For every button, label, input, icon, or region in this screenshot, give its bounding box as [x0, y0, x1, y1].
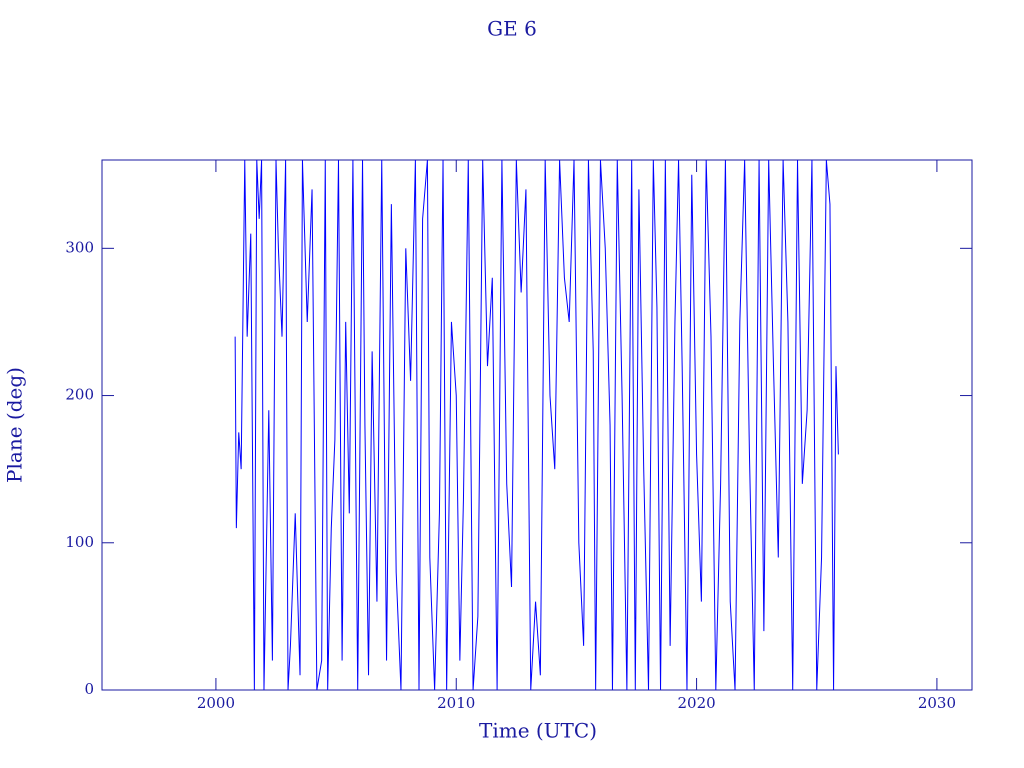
y-tick-label: 100 — [65, 533, 94, 551]
data-line — [234, 159, 839, 691]
y-tick-label: 300 — [65, 238, 94, 256]
y-axis-label: Plane (deg) — [3, 367, 27, 483]
y-tick-label: 0 — [84, 680, 94, 698]
plot-frame — [101, 159, 973, 691]
chart-title: GE 6 — [487, 17, 537, 41]
x-tick-label: 2010 — [437, 694, 475, 712]
x-axis-label: Time (UTC) — [479, 719, 597, 743]
x-tick-label: 2030 — [918, 694, 956, 712]
x-tick-label: 2020 — [677, 694, 715, 712]
x-tick-label: 2000 — [197, 694, 235, 712]
y-tick-label: 200 — [65, 386, 94, 404]
